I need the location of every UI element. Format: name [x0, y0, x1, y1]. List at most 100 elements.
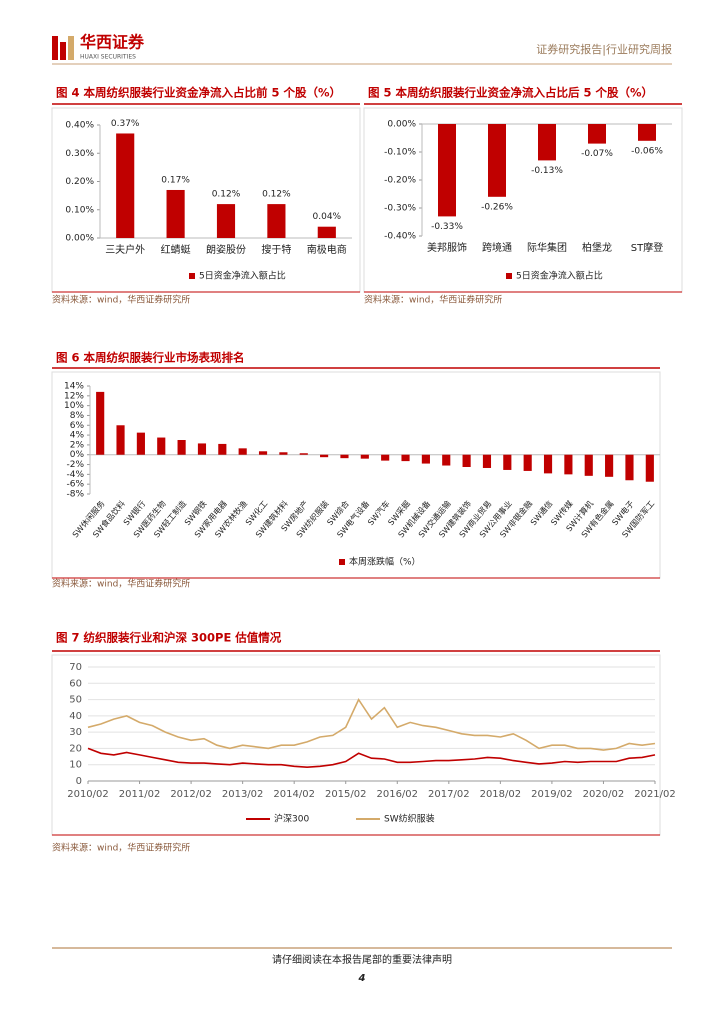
x-tick-label: 2013/02	[222, 789, 264, 800]
bar	[279, 452, 288, 455]
bar	[605, 454, 614, 477]
legend-label: 本周涨跌幅（%）	[349, 556, 421, 568]
page-number: 4	[358, 973, 366, 984]
x-tick-label: 2014/02	[273, 789, 315, 800]
y-tick-label: -6%	[66, 480, 84, 490]
logo-mark	[60, 42, 66, 60]
x-tick-label: 美邦服饰	[427, 241, 467, 254]
figure-title: 图 5 本周纺织服装行业资金净流入占比后 5 个股（%）	[368, 86, 653, 100]
bar	[136, 432, 145, 455]
x-tick-label: 2018/02	[480, 789, 522, 800]
y-tick-label: 0%	[70, 450, 85, 460]
y-tick-label: 70	[69, 662, 82, 673]
bar	[340, 454, 349, 459]
y-tick-label: 40	[69, 711, 82, 722]
bar	[645, 454, 654, 482]
y-tick-label: 10	[69, 760, 82, 771]
data-label: -0.26%	[481, 202, 513, 212]
y-tick-label: 0	[76, 776, 82, 787]
source-note: 资料来源：wind，华西证券研究所	[52, 578, 190, 590]
bar	[216, 204, 236, 238]
logo-mark	[52, 36, 58, 60]
legend-swatch	[506, 273, 512, 279]
y-tick-label: -2%	[66, 460, 84, 470]
x-tick-label: ST摩登	[631, 241, 663, 254]
disclaimer: 请仔细阅读在本报告尾部的重要法律声明	[272, 953, 452, 966]
logo-en: HUAXI SECURITIES	[80, 54, 136, 61]
figure-frame	[363, 107, 683, 293]
bar	[320, 454, 329, 458]
y-tick-label: 2%	[70, 440, 85, 450]
y-tick-label: 20	[69, 743, 82, 754]
bar	[564, 454, 573, 475]
bar	[503, 454, 512, 470]
bar	[267, 204, 286, 238]
bar	[462, 454, 471, 467]
y-tick-label: -0.30%	[384, 204, 416, 214]
report-type: 证券研究报告|行业研究周报	[536, 42, 672, 56]
y-tick-label: -8%	[66, 490, 84, 500]
x-tick-label: 红蜻蜓	[161, 243, 191, 256]
y-tick-label: 4%	[70, 431, 85, 441]
y-tick-label: 8%	[70, 411, 85, 421]
data-label: 0.12%	[262, 190, 291, 200]
figure-title: 图 4 本周纺织服装行业资金净流入占比前 5 个股（%）	[56, 86, 341, 100]
bar	[381, 454, 390, 461]
legend-label: 沪深300	[274, 813, 309, 825]
line-series	[87, 697, 656, 751]
bar	[421, 454, 430, 464]
y-tick-label: 6%	[70, 421, 85, 431]
data-label: 0.04%	[313, 212, 342, 222]
legend-label: 5日资金净流入额占比	[199, 270, 286, 282]
x-tick-label: 南极电商	[307, 243, 347, 256]
bar	[177, 440, 186, 455]
x-tick-label: 柏堡龙	[582, 241, 612, 254]
data-label: 0.37%	[111, 119, 140, 129]
legend-label: 5日资金净流入额占比	[516, 270, 603, 282]
legend-swatch	[339, 559, 345, 565]
bar	[538, 124, 556, 161]
y-tick-label: 12%	[64, 391, 84, 401]
bar	[360, 454, 369, 459]
bar	[625, 454, 634, 481]
source-note: 资料来源：wind，华西证券研究所	[364, 294, 502, 306]
figure-title: 图 7 纺织服装行业和沪深 300PE 估值情况	[56, 631, 282, 645]
x-tick-label: 2012/02	[170, 789, 212, 800]
legend-swatch	[189, 273, 195, 279]
bar	[166, 189, 185, 238]
y-tick-label: 0.30%	[65, 149, 94, 159]
bar	[238, 448, 247, 455]
bar	[488, 124, 506, 197]
x-tick-label: 三夫户外	[105, 243, 145, 256]
x-tick-label: 2020/02	[583, 789, 625, 800]
x-tick-label: 搜于特	[261, 243, 291, 256]
bar	[523, 454, 532, 471]
y-tick-label: -4%	[66, 470, 84, 480]
figure-frame	[51, 371, 661, 579]
data-label: -0.06%	[631, 146, 663, 156]
bar	[218, 443, 227, 455]
x-tick-label: 2011/02	[119, 789, 161, 800]
x-tick-label: 际华集团	[527, 241, 567, 254]
figure-title: 图 6 本周纺织服装行业市场表现排名	[56, 351, 245, 365]
x-tick-label: 2016/02	[376, 789, 418, 800]
legend-label: SW纺织服装	[384, 813, 435, 825]
bar	[588, 124, 606, 144]
bar	[157, 437, 166, 455]
y-tick-label: 0.00%	[65, 234, 94, 244]
x-tick-label: 2019/02	[531, 789, 573, 800]
y-tick-label: 60	[69, 678, 82, 689]
bar	[258, 451, 268, 455]
y-tick-label: -0.20%	[384, 176, 416, 186]
logo-mark	[68, 36, 74, 60]
y-tick-label: 0.40%	[65, 121, 94, 131]
logo-text: 华西证券	[80, 33, 145, 52]
bar	[116, 425, 125, 455]
y-tick-label: 30	[69, 727, 82, 738]
y-tick-label: 14%	[64, 382, 84, 392]
bar	[482, 454, 492, 468]
source-note: 资料来源：wind，华西证券研究所	[52, 294, 190, 306]
y-tick-label: 50	[69, 695, 82, 706]
y-tick-label: 10%	[64, 401, 84, 411]
